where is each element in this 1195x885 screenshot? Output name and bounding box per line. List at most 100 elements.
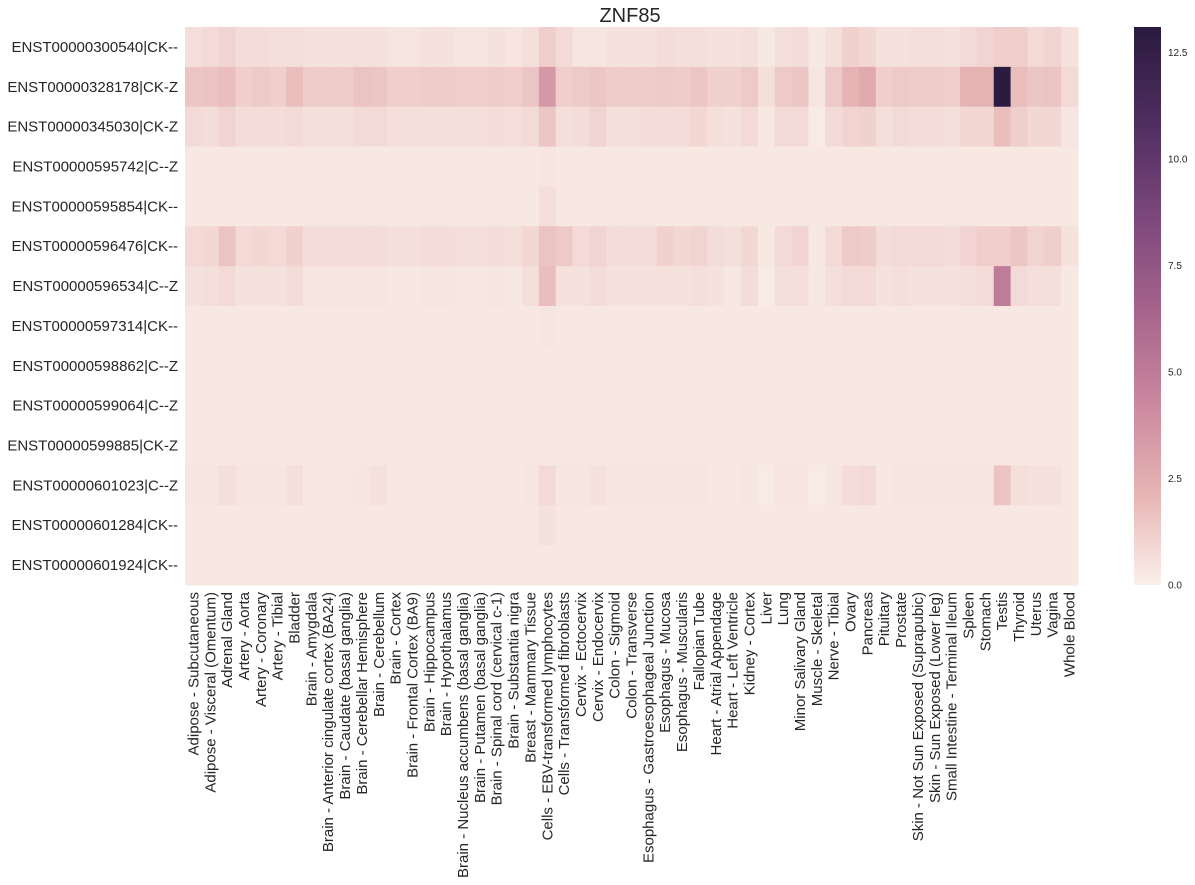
heatmap-cell bbox=[909, 345, 927, 387]
heatmap-cell bbox=[858, 545, 877, 586]
heatmap-cell bbox=[1061, 106, 1079, 148]
column-label: Muscle - Skeletal bbox=[809, 592, 826, 706]
heatmap-cell bbox=[724, 27, 742, 68]
heatmap-cell bbox=[993, 505, 1012, 546]
column-label: Fallopian Tube bbox=[691, 592, 708, 690]
heatmap-cell bbox=[353, 545, 371, 586]
heatmap-cell bbox=[656, 66, 675, 108]
column-label: Kidney - Cortex bbox=[741, 592, 758, 696]
heatmap-cell bbox=[1027, 385, 1045, 427]
column-label: Brain - Putamen (basal ganglia) bbox=[472, 592, 489, 803]
heatmap-cell bbox=[993, 345, 1012, 387]
heatmap-cell bbox=[521, 465, 540, 506]
heatmap-cell bbox=[943, 345, 961, 387]
heatmap-cell bbox=[538, 425, 557, 467]
heatmap-cell bbox=[370, 465, 388, 506]
heatmap-cell bbox=[976, 27, 995, 68]
heatmap-cell bbox=[185, 465, 203, 506]
heatmap-cell bbox=[656, 505, 675, 546]
heatmap-cell bbox=[741, 106, 759, 148]
heatmap-cell bbox=[690, 306, 708, 347]
heatmap-cell bbox=[1061, 425, 1079, 467]
heatmap-cell bbox=[387, 186, 405, 227]
heatmap-cell bbox=[656, 545, 675, 586]
heatmap-cell bbox=[1027, 425, 1045, 467]
heatmap-cell bbox=[976, 186, 995, 227]
heatmap-cell bbox=[926, 306, 944, 347]
heatmap-cell bbox=[976, 425, 995, 467]
heatmap-cell bbox=[387, 146, 405, 188]
heatmap-cell bbox=[909, 226, 927, 267]
column-label: Bladder bbox=[287, 592, 304, 644]
heatmap-cell bbox=[555, 425, 574, 467]
heatmap-cell bbox=[353, 146, 371, 188]
heatmap-cell bbox=[336, 106, 355, 148]
heatmap-cell bbox=[589, 146, 607, 188]
column-label: Prostate bbox=[893, 592, 910, 648]
heatmap-cell bbox=[943, 425, 961, 467]
heatmap-cell bbox=[505, 226, 523, 267]
heatmap-cell bbox=[757, 106, 776, 148]
heatmap-cell bbox=[825, 186, 843, 227]
heatmap-cell bbox=[437, 505, 456, 546]
heatmap-cell bbox=[589, 545, 607, 586]
heatmap-cell bbox=[724, 345, 742, 387]
column-label: Brain - Frontal Cortex (BA9) bbox=[404, 592, 421, 778]
heatmap-cell bbox=[471, 146, 489, 188]
heatmap-cell bbox=[521, 106, 540, 148]
heatmap-cell bbox=[825, 385, 843, 427]
heatmap-cell bbox=[757, 465, 776, 506]
heatmap-cell bbox=[892, 465, 911, 506]
heatmap-cell bbox=[218, 425, 237, 467]
heatmap-cell bbox=[353, 266, 371, 307]
colorbar-tick-label: 2.5 bbox=[1168, 474, 1182, 485]
heatmap-cell bbox=[185, 146, 203, 188]
heatmap-cell bbox=[589, 505, 607, 546]
heatmap-cell bbox=[269, 425, 287, 467]
heatmap-cell bbox=[960, 545, 978, 586]
heatmap-cell bbox=[875, 186, 894, 227]
heatmap-cell bbox=[892, 306, 911, 347]
column-label: Stomach bbox=[977, 592, 994, 651]
heatmap-cell bbox=[875, 266, 894, 307]
heatmap-cell bbox=[724, 306, 742, 347]
heatmap-cell bbox=[909, 385, 927, 427]
heatmap-cell bbox=[943, 106, 961, 148]
heatmap-cell bbox=[589, 425, 607, 467]
heatmap-cell bbox=[286, 385, 304, 427]
heatmap-cell bbox=[1044, 505, 1062, 546]
heatmap-cell bbox=[555, 106, 574, 148]
heatmap-cell bbox=[909, 146, 927, 188]
heatmap-cell bbox=[471, 345, 489, 387]
heatmap-cell bbox=[505, 306, 523, 347]
heatmap-cell bbox=[437, 545, 456, 586]
heatmap-cell bbox=[302, 425, 321, 467]
heatmap-cell bbox=[690, 465, 708, 506]
heatmap-cell bbox=[707, 425, 725, 467]
heatmap-cell bbox=[185, 425, 203, 467]
heatmap-cell bbox=[943, 27, 961, 68]
heatmap-cell bbox=[724, 266, 742, 307]
heatmap-cell bbox=[572, 345, 590, 387]
heatmap-cell bbox=[808, 186, 826, 227]
heatmap-cell bbox=[623, 106, 641, 148]
column-label: Skin - Sun Exposed (Lower leg) bbox=[927, 592, 944, 803]
heatmap-cell bbox=[420, 465, 439, 506]
column-label: Thyroid bbox=[1011, 592, 1028, 642]
heatmap-cell bbox=[926, 385, 944, 427]
heatmap-cell bbox=[555, 146, 574, 188]
heatmap-cell bbox=[1010, 465, 1029, 506]
heatmap-cell bbox=[252, 345, 270, 387]
heatmap-cell bbox=[437, 226, 456, 267]
heatmap-cell bbox=[218, 266, 237, 307]
colorbar-tick-label: 10.0 bbox=[1168, 155, 1188, 166]
heatmap-cell bbox=[235, 306, 253, 347]
heatmap-cell bbox=[1027, 146, 1045, 188]
heatmap-cell bbox=[538, 505, 557, 546]
heatmap-cell bbox=[488, 465, 506, 506]
column-label: Esophagus - Muscularis bbox=[674, 592, 691, 752]
heatmap-cell bbox=[555, 545, 574, 586]
heatmap-cell bbox=[791, 465, 810, 506]
heatmap-cell bbox=[572, 385, 590, 427]
heatmap-cell bbox=[808, 27, 826, 68]
